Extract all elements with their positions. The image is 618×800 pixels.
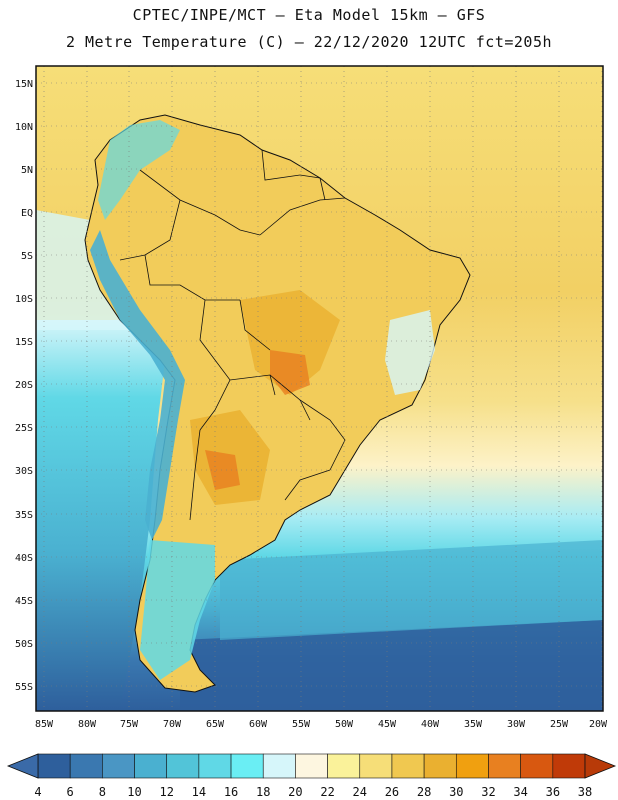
andes-cool-band xyxy=(90,230,185,540)
colorbar-tick-label: 26 xyxy=(385,785,399,799)
south-atlantic-cool-band xyxy=(220,540,603,640)
lat-label: 25S xyxy=(15,423,33,434)
colorbar-tick-label: 14 xyxy=(192,785,206,799)
lat-label: 15N xyxy=(15,79,33,90)
colorbar-tick-label: 8 xyxy=(99,785,106,799)
lon-label: 40W xyxy=(421,719,440,730)
colorbar-swatch xyxy=(455,753,489,779)
colorbar-tick-label: 30 xyxy=(449,785,463,799)
lon-label: 65W xyxy=(206,719,225,730)
lon-label: 75W xyxy=(120,719,139,730)
map-frame xyxy=(35,65,604,712)
lon-label: 60W xyxy=(249,719,268,730)
colorbar-tick-label: 10 xyxy=(127,785,141,799)
lat-label: 15S xyxy=(15,337,33,348)
colorbar-tick-label: 34 xyxy=(513,785,527,799)
lon-label: 55W xyxy=(292,719,311,730)
colorbar-swatch xyxy=(166,753,200,779)
colorbar-swatch xyxy=(134,753,168,779)
colombia-andes-cool xyxy=(98,120,180,220)
lon-label: 30W xyxy=(507,719,526,730)
lon-label: 85W xyxy=(35,719,54,730)
colorbar-swatch xyxy=(230,753,264,779)
lat-label: 10S xyxy=(15,294,33,305)
country-borders xyxy=(119,149,346,521)
lon-label: 50W xyxy=(335,719,354,730)
lat-label: 5S xyxy=(21,251,33,262)
hot-zone-argentina xyxy=(205,450,240,490)
colorbar-tick-label: 32 xyxy=(481,785,495,799)
colorbar-tick-label: 6 xyxy=(67,785,74,799)
latitude-labels: 15N 10N 5N EQ 5S 10S 15S 20S 25S 30S 35S… xyxy=(15,79,33,693)
map-field xyxy=(36,66,603,711)
southern-ocean-band xyxy=(180,620,603,711)
temperature-map: 15N 10N 5N EQ 5S 10S 15S 20S 25S 30S 35S… xyxy=(15,65,608,730)
map-title-line1: CPTEC/INPE/MCT – Eta Model 15km – GFS xyxy=(132,6,486,24)
patagonia-cool xyxy=(140,540,215,680)
pacific-field xyxy=(36,320,165,711)
colorbar: 4 6 8 10 12 14 16 18 20 22 24 26 28 30 32 34 36 38 xyxy=(6,753,617,799)
colorbar-swatch xyxy=(295,753,328,779)
lat-label: 40S xyxy=(15,553,33,564)
lat-label: 35S xyxy=(15,510,33,521)
colorbar-high-arrow xyxy=(584,753,617,779)
lat-label: 10N xyxy=(15,122,33,133)
lat-label: 30S xyxy=(15,466,33,477)
longitude-labels: 85W 80W 75W 70W 65W 60W 55W 50W 45W 40W … xyxy=(35,719,608,730)
colorbar-tick-label: 18 xyxy=(256,785,270,799)
lon-label: 70W xyxy=(163,719,182,730)
colorbar-swatch xyxy=(488,753,521,779)
colorbar-tick-label: 22 xyxy=(320,785,334,799)
colorbar-swatch xyxy=(520,753,554,779)
colorbar-tick-label: 24 xyxy=(353,785,367,799)
colorbar-swatch xyxy=(37,753,71,779)
colorbar-tick-label: 36 xyxy=(546,785,560,799)
colorbar-swatch xyxy=(391,753,425,779)
colorbar-low-arrow xyxy=(6,753,39,779)
lon-label: 25W xyxy=(550,719,569,730)
hot-zone-center xyxy=(240,290,340,395)
colorbar-swatch xyxy=(552,753,586,779)
colorbar-swatch xyxy=(262,753,296,779)
lon-label: 20W xyxy=(589,719,608,730)
lat-label: 50S xyxy=(15,639,33,650)
colorbar-swatch xyxy=(423,753,457,779)
colorbar-tick-label: 4 xyxy=(34,785,41,799)
lon-label: 80W xyxy=(78,719,97,730)
map-title-line2: 2 Metre Temperature (C) – 22/12/2020 12U… xyxy=(65,33,553,51)
colorbar-swatches xyxy=(37,753,586,779)
colorbar-swatch xyxy=(327,753,361,779)
colorbar-tick-label: 16 xyxy=(224,785,238,799)
lon-label: 45W xyxy=(378,719,397,730)
lat-label: EQ xyxy=(21,208,33,219)
brazil-east-cool xyxy=(385,310,435,395)
colorbar-swatch xyxy=(198,753,232,779)
lat-label: 5N xyxy=(21,165,33,176)
colorbar-tick-label: 12 xyxy=(159,785,173,799)
colorbar-swatch xyxy=(102,753,135,779)
colorbar-swatch xyxy=(359,753,393,779)
colorbar-tick-label: 28 xyxy=(417,785,431,799)
lat-label: 55S xyxy=(15,682,33,693)
lon-label: 35W xyxy=(464,719,483,730)
colorbar-tick-label: 38 xyxy=(578,785,592,799)
colorbar-swatch xyxy=(69,753,103,779)
colorbar-tick-label: 20 xyxy=(288,785,302,799)
lat-label: 45S xyxy=(15,596,33,607)
colorbar-labels: 4 6 8 10 12 14 16 18 20 22 24 26 28 30 32 34 36 38 xyxy=(34,785,592,799)
lat-label: 20S xyxy=(15,380,33,391)
